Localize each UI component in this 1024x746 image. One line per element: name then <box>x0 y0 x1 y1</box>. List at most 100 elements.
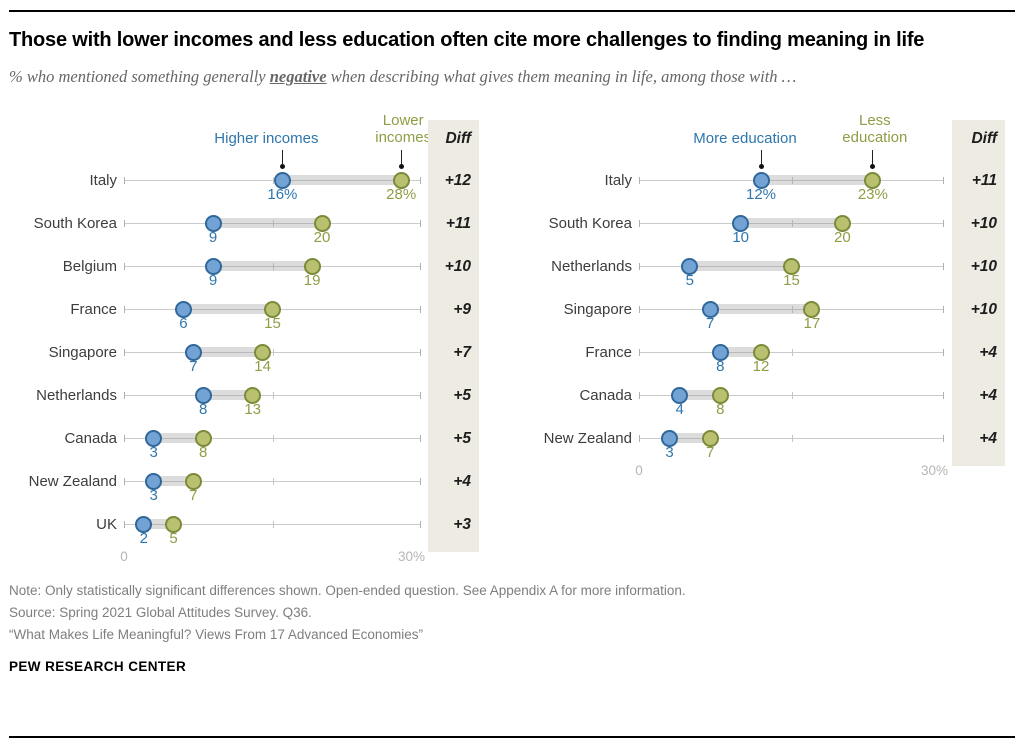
olive-series-dot <box>701 430 719 448</box>
diff-value: +10 <box>952 245 1005 289</box>
dumbbell-row: Italy 12% 23% +11 <box>522 159 1005 203</box>
row-plot-area: 16% 28% <box>124 159 421 204</box>
country-label: Singapore <box>48 344 117 362</box>
country-label: Belgium <box>62 258 117 276</box>
notes: Note: Only statistically significant dif… <box>9 580 1015 646</box>
row-plot-area: 9 19 <box>124 245 421 289</box>
diff-value: +4 <box>952 374 1005 418</box>
row-plot-area: 7 14 <box>124 331 421 376</box>
axis-tick-start <box>124 263 125 271</box>
connector-band <box>689 261 792 272</box>
axis-row-spacer <box>14 546 124 574</box>
olive-value-label: 15 <box>264 315 281 333</box>
dumbbell-row: Singapore 7 14 +7 <box>14 331 479 376</box>
olive-value-label: 8 <box>716 401 725 419</box>
axis-tick-end <box>420 478 421 486</box>
legend-callout-line <box>872 150 874 165</box>
legend-blue-label: Higher incomes <box>214 130 319 148</box>
diff-column-header-label: Diff <box>971 130 997 148</box>
country-label: South Korea <box>33 215 117 233</box>
olive-series-dot <box>303 258 321 276</box>
blue-series-dot <box>184 344 202 362</box>
axis-max-label: 30% <box>398 549 426 565</box>
legend-olive-label-line: Less <box>858 112 891 130</box>
diff-value: +4 <box>952 417 1005 461</box>
diff-column-header-label: Diff <box>445 130 471 148</box>
connector-band <box>740 218 843 229</box>
subtitle-prefix: % who mentioned something generally <box>9 66 270 86</box>
axis-tick-mid <box>791 392 793 400</box>
axis-tick-end <box>420 521 421 529</box>
row-plot-area: 12% 23% <box>639 159 944 203</box>
axis-tick-start <box>124 220 125 228</box>
legend-callout-dot <box>870 164 876 170</box>
country-label: France <box>585 344 632 362</box>
blue-value-label: 6 <box>179 315 188 333</box>
note-line: Note: Only statistically significant dif… <box>9 583 686 599</box>
charts-area: Higher incomes Lower incomes Diff Italy 16% 28… <box>9 93 1015 575</box>
connector-band <box>153 433 204 444</box>
axis-tick-start <box>124 521 125 529</box>
legend-olive-label-line: Lower <box>382 112 424 130</box>
legend-callout-line <box>281 150 283 165</box>
blue-value-label: 10 <box>732 229 749 247</box>
chart-legend-header: More education Less education Diff <box>522 93 1005 170</box>
olive-series-dot <box>711 387 729 405</box>
olive-value-label: 28% <box>386 186 417 204</box>
blue-series-dot <box>752 172 770 190</box>
row-plot-area: 8 13 <box>124 374 421 419</box>
blue-value-label: 8 <box>716 358 725 376</box>
axis-tick-end <box>420 306 421 314</box>
subtitle-suffix: when describing what gives them meaning … <box>326 66 797 86</box>
blue-value-label: 3 <box>149 444 158 462</box>
diff-value: +5 <box>428 374 479 418</box>
connector-band <box>203 390 253 401</box>
connector-band <box>153 476 194 487</box>
dumbbell-row: Italy 16% 28% +12 <box>14 159 479 204</box>
connector-band <box>183 304 273 315</box>
page-title: Those with lower incomes and less educat… <box>9 29 925 51</box>
legend-olive-label-line: education <box>842 128 908 146</box>
axis-tick-start <box>639 392 640 400</box>
blue-series-dot <box>732 215 750 233</box>
subtitle-emphasis: negative <box>269 66 327 86</box>
diff-column-header: Diff <box>428 120 479 160</box>
axis-max-label: 30% <box>921 463 949 479</box>
dumbbell-row: Belgium 9 19 +10 <box>14 245 479 289</box>
connector-band <box>720 347 761 358</box>
axis-tick-mid <box>272 435 274 443</box>
legend-callout-dot <box>279 164 285 170</box>
olive-value-label: 13 <box>244 401 262 419</box>
blue-series-dot <box>135 516 153 534</box>
axis-tick-end <box>943 263 944 271</box>
olive-value-label: 20 <box>313 229 331 247</box>
row-plot-area: 10 20 <box>639 202 944 247</box>
legend-blue-label: More education <box>693 130 797 148</box>
blue-value-label: 8 <box>199 401 208 419</box>
olive-series-dot <box>833 215 851 233</box>
axis-tick-mid <box>791 220 793 228</box>
diff-value: +7 <box>428 331 479 375</box>
blue-series-dot <box>145 473 163 491</box>
source-line: Source: Spring 2021 Global Attitudes Sur… <box>9 605 312 621</box>
axis-tick-end <box>420 349 421 357</box>
axis-tick-mid <box>272 263 274 271</box>
olive-value-label: 7 <box>189 487 198 505</box>
olive-series-dot <box>264 301 281 319</box>
axis-tick-start <box>124 177 125 185</box>
blue-series-dot <box>194 387 212 405</box>
diff-value: +10 <box>952 288 1005 332</box>
axis-tick-start <box>639 349 640 357</box>
axis-labels-row: 0 30% <box>14 546 479 575</box>
axis-tick-end <box>943 177 944 185</box>
dumbbell-row: Canada 4 8 +4 <box>522 374 1005 419</box>
income-dumbbell-chart: Higher incomes Lower incomes Diff Italy 16% 28… <box>14 93 479 575</box>
connector-band <box>213 261 313 272</box>
axis-tick-end <box>420 392 421 400</box>
axis-tick-end <box>943 220 944 228</box>
diff-column-end <box>952 460 1005 489</box>
blue-value-label: 7 <box>189 358 198 376</box>
